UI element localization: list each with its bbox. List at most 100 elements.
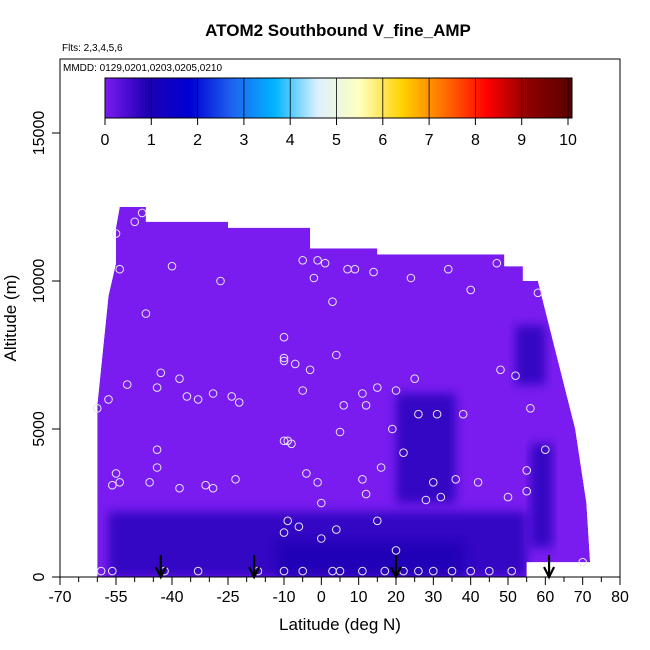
sample-point	[373, 516, 382, 526]
sample-point	[167, 261, 177, 271]
x-tick-label: 70	[574, 589, 592, 606]
sample-point	[231, 475, 240, 484]
sample-point	[122, 380, 132, 389]
sample-point	[496, 365, 505, 375]
sample-point	[492, 258, 502, 268]
sample-point	[350, 264, 360, 274]
sample-point	[328, 297, 337, 307]
sample-point	[115, 478, 124, 487]
sample-point	[335, 427, 345, 437]
y-tick-label: 0	[31, 572, 48, 581]
sample-point	[436, 492, 446, 502]
sample-point	[294, 522, 304, 532]
y-tick-label: 15000	[31, 111, 48, 156]
sample-point	[152, 463, 162, 472]
sample-point	[369, 267, 378, 277]
sample-point	[156, 368, 166, 378]
sample-point	[410, 374, 420, 384]
x-tick-label: -25	[216, 589, 239, 606]
sample-point	[447, 566, 457, 576]
sample-point	[541, 445, 550, 455]
sample-point	[279, 353, 289, 363]
sample-point	[522, 466, 532, 475]
sample-point	[93, 404, 102, 413]
sample-point	[193, 566, 203, 576]
colorbar-tick-label: 1	[147, 132, 156, 149]
sample-point	[201, 480, 210, 490]
sample-point	[279, 436, 289, 446]
sample-point	[503, 492, 513, 502]
sample-point	[388, 424, 397, 434]
sample-point	[332, 525, 341, 534]
x-tick-label: 50	[499, 589, 517, 606]
dates-subtitle: MMDD: 0129,0201,0203,0205,0210	[63, 63, 222, 74]
sample-point	[358, 389, 367, 398]
x-tick-label: 0	[317, 589, 326, 606]
sample-point	[152, 383, 162, 392]
sample-point	[279, 332, 289, 342]
sample-point	[130, 217, 139, 227]
sample-point	[578, 557, 588, 567]
colorbar-tick-label: 6	[378, 132, 387, 149]
colorbar-tick-label: 4	[286, 132, 295, 149]
sample-point	[466, 285, 476, 295]
sample-point	[376, 463, 386, 472]
sample-point	[115, 264, 124, 274]
sample-point	[152, 445, 162, 455]
sample-point	[332, 350, 341, 360]
field-region	[276, 541, 464, 577]
sample-point	[313, 478, 322, 487]
flights-subtitle: Flts: 2,3,4,5,6	[62, 43, 123, 54]
sample-point	[444, 264, 453, 274]
field-base	[97, 207, 591, 577]
x-tick-label: 30	[424, 589, 442, 606]
sample-point	[175, 483, 184, 493]
colorbar-tick-label: 5	[332, 132, 341, 149]
sample-point	[137, 208, 147, 218]
sample-point	[208, 389, 218, 398]
sample-point	[358, 475, 367, 484]
sample-point	[358, 566, 367, 576]
sample-point	[399, 448, 408, 458]
sample-points	[93, 208, 588, 576]
x-tick-label: 20	[387, 589, 405, 606]
colorbar-tick-label: 2	[193, 132, 202, 149]
sample-point	[290, 359, 300, 369]
sample-point	[335, 566, 345, 576]
sample-point	[526, 404, 535, 413]
sample-point	[111, 229, 121, 238]
x-axis-label: Latitude (deg N)	[279, 615, 401, 634]
sample-point	[406, 273, 416, 283]
sample-point	[96, 566, 106, 576]
sample-point	[432, 409, 442, 419]
sample-point	[485, 566, 494, 576]
chart-title: ATOM2 Southbound V_fine_AMP	[205, 21, 471, 40]
field-layer	[97, 207, 591, 577]
sample-point	[339, 401, 349, 410]
sample-point	[391, 386, 401, 395]
colorbar-tick-label: 7	[425, 132, 434, 149]
x-tick-label: -10	[272, 589, 295, 606]
x-axis: -70 -55 -40 -25 -10 0 10 20 30 40 50 60 70 80	[48, 577, 629, 606]
x-tick-label: 60	[536, 589, 554, 606]
y-tick-label: 5000	[31, 411, 48, 447]
sample-point	[466, 566, 476, 576]
sample-point	[111, 469, 121, 478]
sample-point	[279, 566, 289, 576]
sample-point	[305, 365, 315, 375]
sample-point	[227, 392, 236, 401]
sample-point	[458, 409, 468, 419]
sample-point	[108, 480, 117, 490]
sample-point	[104, 395, 113, 404]
y-axis: 0 5000 10000 15000	[31, 111, 60, 581]
x-tick-label: -40	[160, 589, 183, 606]
sample-point	[193, 395, 203, 404]
sample-point	[298, 566, 308, 576]
sample-point	[141, 309, 151, 318]
sample-point	[380, 566, 390, 576]
colorbar-tick-label: 0	[101, 132, 110, 149]
sample-point	[108, 566, 117, 576]
sample-point	[279, 528, 289, 537]
sample-point	[533, 288, 543, 298]
